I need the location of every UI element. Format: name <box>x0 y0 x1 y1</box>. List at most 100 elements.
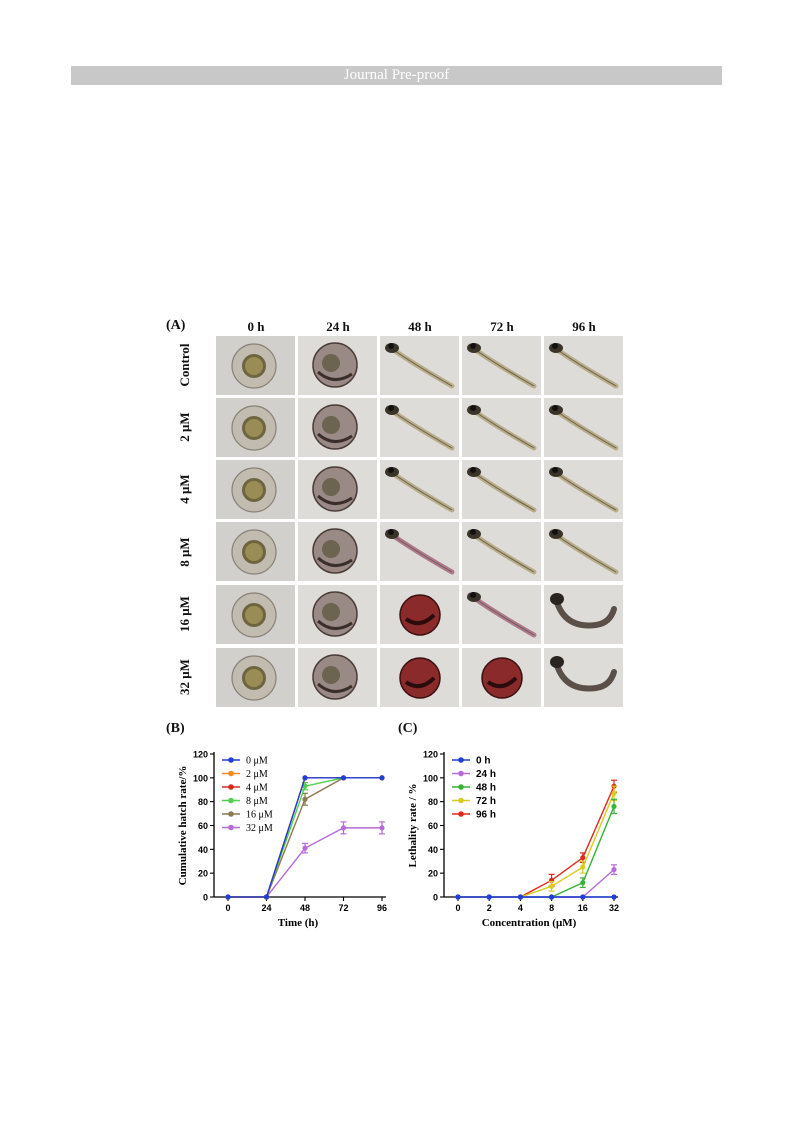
embryo-image <box>298 398 377 457</box>
row-header: Control <box>177 343 192 387</box>
y-tick-label: 40 <box>428 845 438 855</box>
legend-marker <box>458 757 464 763</box>
hatch-rate-chart: 0 20 40 60 80 100 120 0 24 48 72 96 Time (h) Cumulati… <box>177 750 387 930</box>
embryo-image <box>298 336 377 395</box>
legend-marker <box>228 797 234 804</box>
legend-entry: 72 h <box>476 796 496 807</box>
legend-marker <box>458 811 464 817</box>
row-header: 4 μM <box>177 474 192 504</box>
legend-marker <box>228 784 234 790</box>
data-point <box>611 790 617 796</box>
row-header: 32 μM <box>177 659 192 695</box>
embryo-image <box>380 648 459 707</box>
data-point <box>611 803 617 810</box>
data-point <box>549 883 555 889</box>
x-tick-label: 2 <box>487 903 492 913</box>
data-point <box>302 796 308 802</box>
embryo-image <box>380 585 459 644</box>
embryo-image <box>216 398 295 457</box>
embryo-image <box>544 522 623 581</box>
data-point <box>580 864 586 870</box>
y-tick-label: 120 <box>423 750 438 760</box>
banner-text: Journal Pre-proof <box>343 67 450 83</box>
column-header: 96 h <box>572 319 596 334</box>
x-tick-label: 24 <box>261 903 271 913</box>
y-tick-label: 20 <box>428 869 438 879</box>
y-tick-label: 60 <box>198 821 208 831</box>
y-axis-label: Cumulative hatch rate/% <box>177 766 189 886</box>
x-tick-label: 0 <box>225 903 230 913</box>
y-tick-label: 80 <box>198 797 208 807</box>
y-tick-label: 120 <box>193 750 208 760</box>
legend-entry: 24 h <box>476 769 496 780</box>
embryo-image <box>462 460 541 519</box>
embryo-image <box>216 648 295 707</box>
x-axis-label: Time (h) <box>278 917 319 929</box>
column-header: 24 h <box>326 319 350 334</box>
legend-marker <box>228 811 234 817</box>
data-point <box>486 894 492 900</box>
y-axis-label: Lethality rate / % <box>407 783 419 867</box>
y-tick-label: 80 <box>428 797 438 807</box>
legend-entry: 16 μM <box>246 810 273 821</box>
lethality-rate-chart: 0 20 40 60 80 100 120 0 2 4 8 16 32 Concentration (μM… <box>407 750 619 930</box>
y-tick-label: 20 <box>198 869 208 879</box>
data-point <box>517 894 523 900</box>
row-header: 2 μM <box>177 412 192 442</box>
embryo-image <box>216 585 295 644</box>
column-header: 0 h <box>247 319 265 334</box>
x-tick-label: 4 <box>518 903 523 913</box>
series-line <box>458 869 615 898</box>
embryo-image <box>544 460 623 519</box>
embryo-image <box>216 460 295 519</box>
data-point <box>302 783 308 789</box>
column-header: 72 h <box>490 319 514 334</box>
embryo-image <box>216 336 295 395</box>
x-tick-label: 96 <box>377 903 387 913</box>
legend-entry: 0 h <box>476 756 490 767</box>
embryo-image <box>544 585 623 644</box>
y-tick-label: 100 <box>193 773 208 783</box>
data-point <box>340 825 347 831</box>
embryo-image <box>462 398 541 457</box>
embryo-image <box>544 398 623 457</box>
journal-banner: Journal Pre-proof <box>71 66 722 85</box>
y-tick-label: 0 <box>433 893 438 903</box>
legend-entry: 2 μM <box>246 769 268 780</box>
embryo-image <box>380 460 459 519</box>
x-tick-label: 48 <box>300 903 310 913</box>
embryo-image <box>216 522 295 581</box>
data-point <box>611 866 617 873</box>
data-point <box>302 775 308 781</box>
x-tick-label: 16 <box>578 903 588 913</box>
legend-marker <box>458 784 464 790</box>
y-tick-label: 100 <box>423 773 438 783</box>
x-tick-label: 72 <box>338 903 348 913</box>
y-tick-label: 0 <box>203 893 208 903</box>
data-point <box>340 775 347 781</box>
series-line <box>228 827 382 898</box>
embryo-image <box>462 522 541 581</box>
embryo-image <box>380 336 459 395</box>
embryo-image <box>298 585 377 644</box>
legend-entry: 32 μM <box>246 823 273 834</box>
embryo-image <box>298 522 377 581</box>
embryo-image <box>380 522 459 581</box>
data-point <box>379 775 385 781</box>
row-header: 8 μM <box>177 537 192 567</box>
legend-entry: 8 μM <box>246 796 268 807</box>
data-point <box>302 845 308 851</box>
data-point <box>455 894 461 900</box>
column-header: 48 h <box>408 319 432 334</box>
data-point <box>580 855 586 861</box>
legend-marker <box>228 770 234 777</box>
legend-entry: 0 μM <box>246 756 268 767</box>
legend-entry: 4 μM <box>246 783 268 794</box>
embryo-image <box>544 336 623 395</box>
legend-marker <box>458 797 464 804</box>
data-point <box>611 894 617 900</box>
y-tick-label: 40 <box>198 845 208 855</box>
data-point <box>580 894 586 900</box>
panel-c-label: (C) <box>398 721 418 736</box>
legend-entry: 96 h <box>476 810 496 821</box>
